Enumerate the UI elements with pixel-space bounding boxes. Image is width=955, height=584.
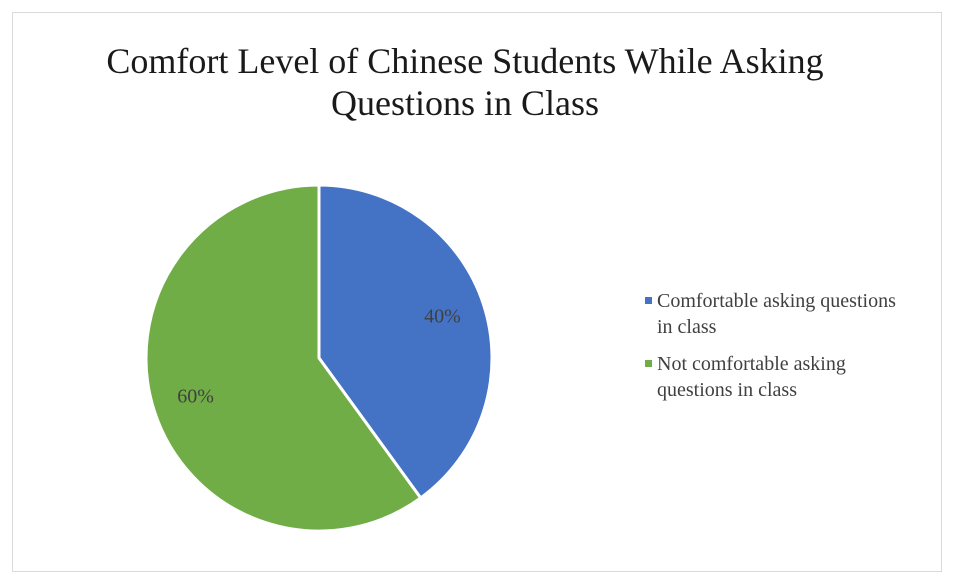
data-label-comfortable: 40% <box>424 305 461 327</box>
pie-slice-comfortable <box>317 183 494 500</box>
chart-title-line-2: Questions in Class <box>330 83 599 123</box>
legend-label-not-comfortable-line-2: questions in class <box>657 379 797 401</box>
legend-label-comfortable-line-2: in class <box>657 316 717 338</box>
chart-title-line-1: Comfort Level of Chinese Students While … <box>106 41 824 81</box>
data-label-not-comfortable: 60% <box>177 386 214 408</box>
legend-label-not-comfortable-line-1: Not comfortable asking <box>657 353 846 375</box>
legend-swatch-not-comfortable <box>645 360 652 367</box>
chart-legend: Comfortable asking questions in class No… <box>645 288 945 414</box>
chart-title: Comfort Level of Chinese Students While … <box>0 40 930 124</box>
pie-slice-not-comfortable <box>144 183 423 533</box>
legend-swatch-comfortable <box>645 297 652 304</box>
legend-item-not-comfortable: Not comfortable asking questions in clas… <box>645 351 945 403</box>
legend-label-comfortable-line-1: Comfortable asking questions <box>657 290 896 312</box>
legend-item-comfortable: Comfortable asking questions in class <box>645 288 945 340</box>
